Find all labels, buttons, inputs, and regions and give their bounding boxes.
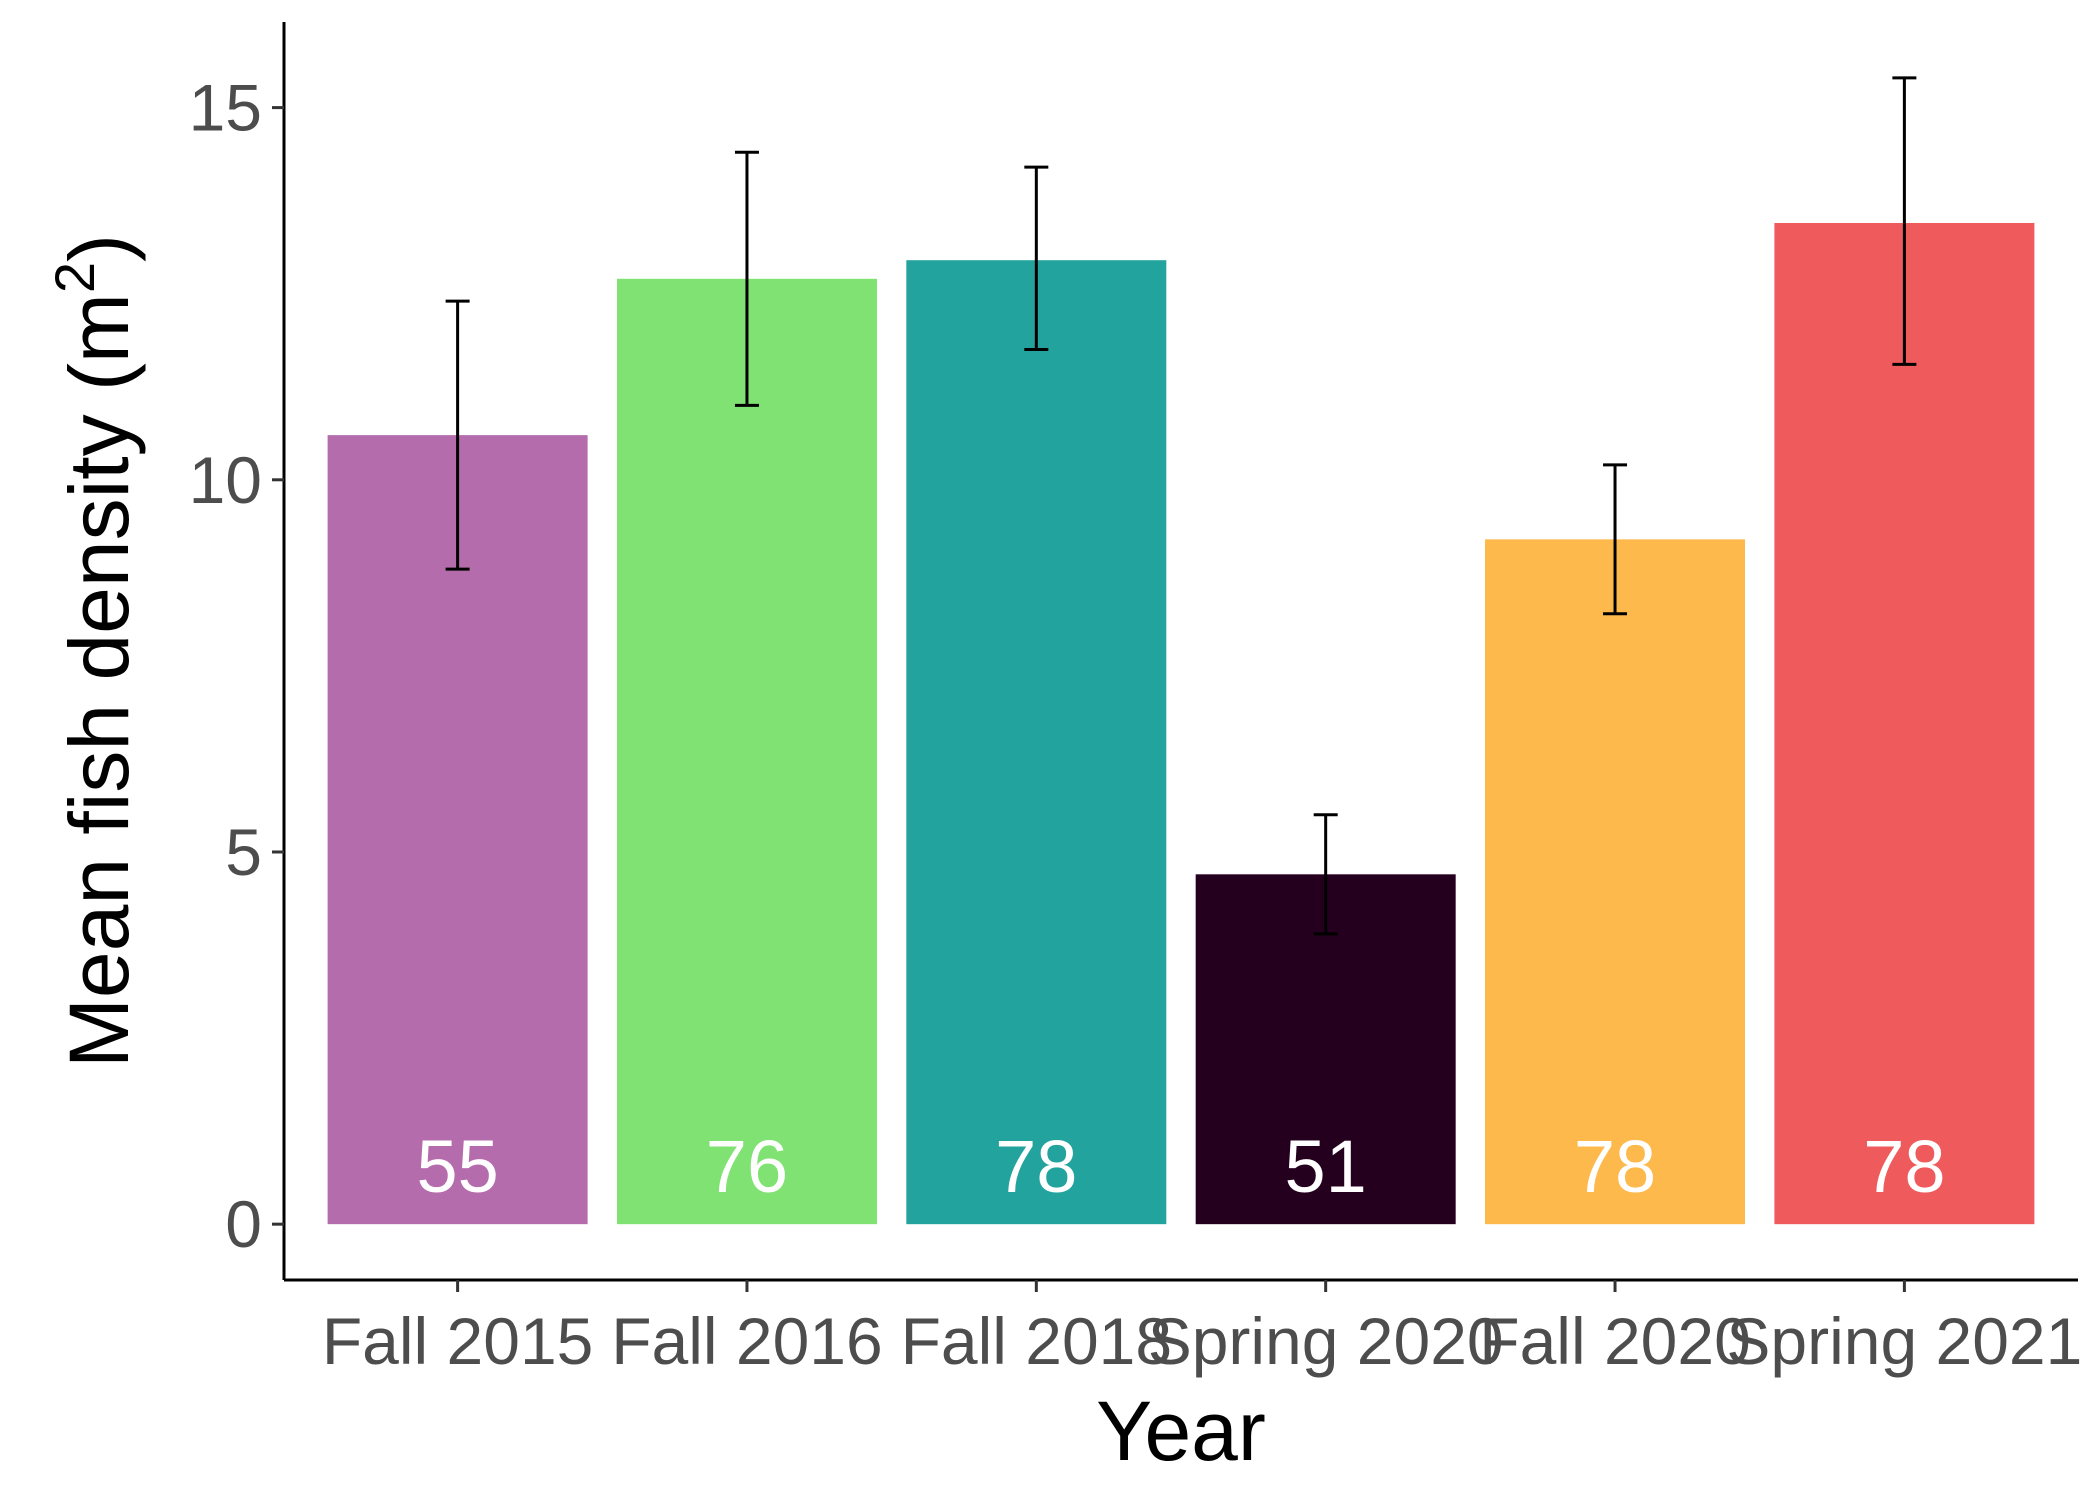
y-tick-label-2: 5 xyxy=(225,815,262,889)
bar-2 xyxy=(616,278,877,1225)
y-axis-title-suffix: ) xyxy=(52,234,146,262)
bar-label-3: 78 xyxy=(995,1125,1077,1208)
x-tick-label-2: Fall 2016 xyxy=(611,1304,883,1378)
error-bars-layer xyxy=(445,76,1917,936)
x-tick-label-4: Spring 2020 xyxy=(1148,1304,1504,1378)
y-axis-title-superscript: 2 xyxy=(43,262,106,293)
x-tick-label-3: Fall 2018 xyxy=(901,1304,1173,1378)
bar-3 xyxy=(906,260,1167,1225)
bar-label-4: 51 xyxy=(1285,1125,1367,1208)
x-tick-label-1: Fall 2015 xyxy=(322,1304,594,1378)
bar-6 xyxy=(1774,222,2035,1225)
y-tick-label-1: 0 xyxy=(225,1187,262,1261)
bar-label-1: 55 xyxy=(416,1125,498,1208)
bar-5 xyxy=(1485,539,1746,1225)
y-ticks-layer: 0 5 10 15 xyxy=(189,71,284,1261)
bars-layer xyxy=(327,222,2035,1225)
bar-labels-layer: 55 76 78 51 78 78 xyxy=(416,1125,1945,1208)
x-tick-label-6: Spring 2021 xyxy=(1726,1304,2082,1378)
y-axis-title: Mean fish density (m2) xyxy=(43,234,146,1068)
y-tick-label-3: 10 xyxy=(189,443,262,517)
x-axis-title: Year xyxy=(1096,1384,1266,1478)
x-tick-label-5: Fall 2020 xyxy=(1479,1304,1751,1378)
y-tick-label-4: 15 xyxy=(189,71,262,145)
bar-label-2: 76 xyxy=(706,1125,788,1208)
bar-label-5: 78 xyxy=(1574,1125,1656,1208)
bar-label-6: 78 xyxy=(1863,1125,1945,1208)
y-axis-title-main: Mean fish density (m xyxy=(52,293,146,1068)
